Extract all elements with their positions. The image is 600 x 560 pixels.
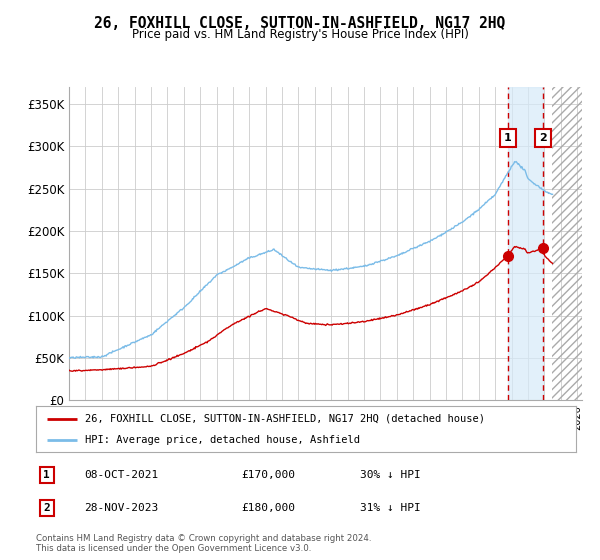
Text: £170,000: £170,000 <box>241 470 295 480</box>
Text: 26, FOXHILL CLOSE, SUTTON-IN-ASHFIELD, NG17 2HQ (detached house): 26, FOXHILL CLOSE, SUTTON-IN-ASHFIELD, N… <box>85 414 485 424</box>
Text: 08-OCT-2021: 08-OCT-2021 <box>85 470 159 480</box>
Text: 2: 2 <box>539 133 547 143</box>
Text: 1: 1 <box>43 470 50 480</box>
Text: 1: 1 <box>504 133 512 143</box>
Bar <box>553 87 582 400</box>
Text: Price paid vs. HM Land Registry's House Price Index (HPI): Price paid vs. HM Land Registry's House … <box>131 28 469 41</box>
Text: HPI: Average price, detached house, Ashfield: HPI: Average price, detached house, Ashf… <box>85 436 359 445</box>
Bar <box>508 87 543 400</box>
Text: Contains HM Land Registry data © Crown copyright and database right 2024.
This d: Contains HM Land Registry data © Crown c… <box>36 534 371 553</box>
Text: £180,000: £180,000 <box>241 503 295 513</box>
Text: 30% ↓ HPI: 30% ↓ HPI <box>360 470 421 480</box>
Text: 26, FOXHILL CLOSE, SUTTON-IN-ASHFIELD, NG17 2HQ: 26, FOXHILL CLOSE, SUTTON-IN-ASHFIELD, N… <box>94 16 506 31</box>
Text: 2: 2 <box>43 503 50 513</box>
Text: 31% ↓ HPI: 31% ↓ HPI <box>360 503 421 513</box>
Bar <box>553 87 582 400</box>
Text: 28-NOV-2023: 28-NOV-2023 <box>85 503 159 513</box>
